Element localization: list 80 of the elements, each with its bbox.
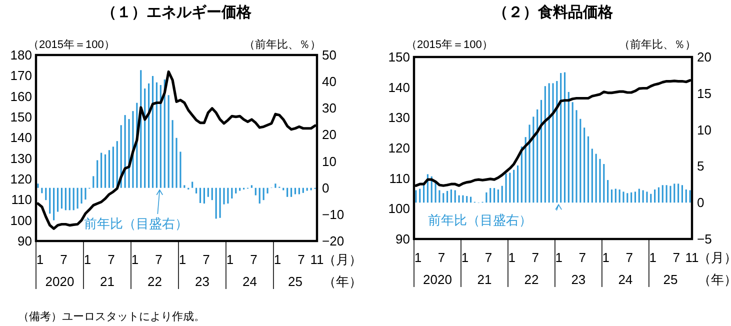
text: 23 [571,272,586,287]
text: 21 [477,272,492,287]
y-tick-label: 90 [396,232,410,246]
y2-axis-title: （前年比、％） [619,38,696,51]
y2-tick-label: 20 [697,50,712,64]
text: 25 [663,272,678,287]
text: 2020 [423,272,452,287]
x-tick-label: 1 [131,252,139,267]
x-tick-label: 1 [274,252,282,267]
x-tick-label: 11 [685,250,699,265]
y-tick-label: 130 [10,150,32,166]
y-tick-label: 150 [10,110,32,124]
y-tick-label: 140 [10,130,32,146]
y-tick-label: 160 [10,88,32,104]
y-tick-label: 170 [10,68,32,84]
x-tick-label: 7 [202,252,210,267]
y2-tick-label: 0 [697,195,704,210]
x-tick-label: 1 [602,250,610,265]
y2-tick-label: 10 [322,154,336,169]
x-axis-title: （月） [698,250,731,265]
x-tick-label: 7 [108,252,115,267]
text: 25 [288,274,302,289]
y-tick-label: 90 [18,234,32,248]
x-tick-label: 7 [532,250,540,265]
text: 24 [242,274,257,289]
text: 23 [194,274,210,289]
x-tick-label: 7 [438,250,446,265]
chart-title: （１）エネルギー価格 [102,4,252,21]
y-tick-label: 110 [11,192,32,208]
chart-title: （２）食料品価格 [493,4,614,21]
y2-tick-label: 10 [697,122,712,138]
text: 22 [148,274,162,289]
y-tick-label: 110 [389,170,410,186]
y2-tick-label: 40 [322,74,336,90]
text: （年） [698,272,731,287]
x-axis-title: （月） [323,252,362,267]
y2-tick-label: −10 [322,206,344,222]
y-axis-title: （2015年＝100） [406,39,493,51]
text: 21 [100,274,114,289]
y2-tick-label: 15 [697,86,712,101]
y-tick-label: 100 [388,201,410,216]
y-tick-label: 140 [388,80,410,95]
y-tick-label: 120 [10,172,32,186]
y-tick-label: 150 [388,50,410,64]
x-tick-label: 11 [310,252,324,267]
x-tick-label: 7 [672,250,680,265]
series-label: 前年比（目盛右） [428,212,532,228]
x-tick-label: 7 [578,250,586,265]
x-tick-label: 1 [178,252,186,267]
x-tick-label: 7 [60,252,68,267]
x-tick-label: 1 [84,252,92,267]
y2-tick-label: 20 [322,127,336,142]
x-tick-label: 1 [414,250,422,265]
y2-tick-label: 5 [697,158,704,174]
text: 24 [618,272,633,287]
text: （年） [323,274,362,289]
y2-tick-label: −20 [322,234,344,248]
y2-tick-label: 50 [322,48,336,62]
text: 2020 [45,274,74,289]
y2-tick-label: −5 [697,232,712,246]
x-tick-label: 7 [484,250,492,265]
x-tick-label: 1 [508,250,516,265]
x-tick-label: 1 [649,250,657,265]
x-tick-label: 7 [155,252,162,267]
legend-label: 前年比（目盛右） [84,216,188,231]
y2-tick-label: 0 [322,180,330,196]
x-tick-label: 1 [461,250,469,265]
x-tick-label: 1 [555,250,563,265]
x-tick-label: 1 [36,252,44,267]
x-tick-label: 7 [298,252,305,267]
y2-axis-title: （前年比、％） [244,38,321,51]
y-tick-label: 120 [388,140,410,156]
x-tick-label: 1 [226,252,234,267]
text: （備考）ユーロスタットにより作成。 [18,310,205,323]
text: 22 [524,272,539,287]
x-tick-label: 7 [250,252,258,267]
y-tick-label: 100 [10,212,32,228]
y2-tick-label: 30 [322,100,336,116]
x-tick-label: 7 [626,250,634,265]
y-tick-label: 130 [388,110,410,126]
